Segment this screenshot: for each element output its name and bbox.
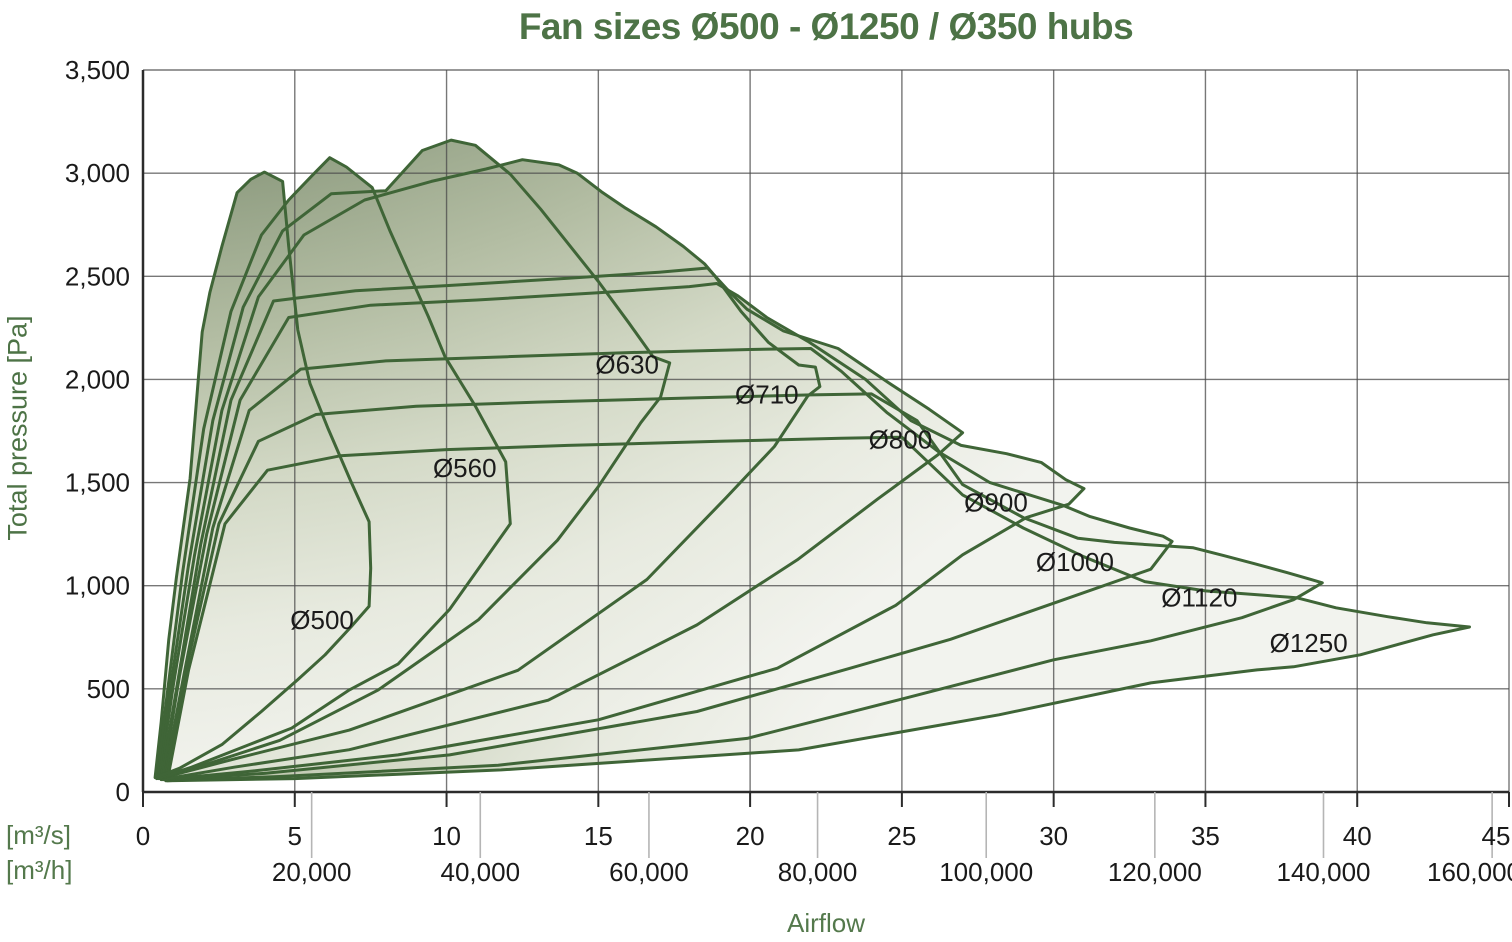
fan-envelope-outline-Ø1250 xyxy=(165,435,1471,783)
fan-labels: Ø500 Ø560 Ø630 Ø710 Ø800 Ø900 Ø1000 Ø1120 Ø1250 xyxy=(290,350,1347,658)
x-tick-m3s-40: 40 xyxy=(1343,821,1372,851)
fan-label-Ø500: Ø500 xyxy=(290,605,354,635)
fan-envelope-outline-Ø500 xyxy=(153,170,373,780)
y-tick-2500: 2,500 xyxy=(65,261,130,291)
fan-envelope-outline-Ø1120 xyxy=(164,392,1324,783)
fan-envelope-outline-Ø1000 xyxy=(162,347,1174,782)
y-tick-500: 500 xyxy=(87,674,130,704)
x-tick-m3h-160,000: 160,000 xyxy=(1427,857,1512,887)
fan-envelope-outline-Ø800 xyxy=(159,266,965,782)
axis-ticks xyxy=(142,792,1510,858)
x-tick-m3h-60,000: 60,000 xyxy=(609,857,689,887)
y-tick-3500: 3,500 xyxy=(65,55,130,85)
fan-envelope-outline-Ø560 xyxy=(155,156,512,781)
tick-labels: 0 500 1,000 1,500 2,000 2,500 3,000 3,500 0 5 10 15… xyxy=(65,55,1512,887)
y-tick-2000: 2,000 xyxy=(65,364,130,394)
x-axis-title: Airflow xyxy=(786,908,865,938)
axes xyxy=(141,70,1509,794)
fan-label-Ø900: Ø900 xyxy=(964,488,1028,518)
fan-label-Ø1000: Ø1000 xyxy=(1036,547,1114,577)
x-tick-m3s-5: 5 xyxy=(288,821,302,851)
fan-envelopes-fills xyxy=(155,140,1470,781)
fan-label-Ø710: Ø710 xyxy=(735,379,799,409)
fan-envelope-outline-Ø630 xyxy=(156,138,672,781)
x-tick-m3s-45: 45 xyxy=(1482,821,1511,851)
y-tick-0: 0 xyxy=(116,777,130,807)
x-tick-m3s-35: 35 xyxy=(1191,821,1220,851)
x-tick-m3h-120,000: 120,000 xyxy=(1108,857,1202,887)
x-tick-m3s-15: 15 xyxy=(584,821,613,851)
x-tick-m3s-0: 0 xyxy=(136,821,150,851)
y-axis-title: Total pressure [Pa] xyxy=(2,315,33,541)
fan-envelope-outline-Ø900 xyxy=(161,282,1086,782)
x-tick-m3s-25: 25 xyxy=(887,821,916,851)
chart-title: Fan sizes Ø500 - Ø1250 / Ø350 hubs xyxy=(518,6,1134,47)
y-tick-1000: 1,000 xyxy=(65,571,130,601)
fan-envelope-outline-Ø710 xyxy=(158,158,822,781)
x-tick-m3h-20,000: 20,000 xyxy=(272,857,352,887)
x-tick-m3s-10: 10 xyxy=(432,821,461,851)
fan-label-Ø1120: Ø1120 xyxy=(1161,583,1237,613)
x-tick-m3h-40,000: 40,000 xyxy=(441,857,521,887)
x-tick-m3h-100,000: 100,000 xyxy=(939,857,1033,887)
x-tick-m3h-80,000: 80,000 xyxy=(778,857,858,887)
fan-label-Ø800: Ø800 xyxy=(869,425,933,455)
x-axis-unit-m3h: [m³/h] xyxy=(6,855,73,885)
x-tick-m3s-30: 30 xyxy=(1039,821,1068,851)
x-axis-unit-m3s: [m³/s] xyxy=(6,820,71,850)
fan-label-Ø1250: Ø1250 xyxy=(1270,628,1348,658)
fan-label-Ø560: Ø560 xyxy=(433,453,497,483)
fan-envelopes-outlines xyxy=(153,138,1471,783)
y-tick-1500: 1,500 xyxy=(65,468,130,498)
x-tick-m3s-20: 20 xyxy=(736,821,765,851)
y-tick-3000: 3,000 xyxy=(65,158,130,188)
x-tick-m3h-140,000: 140,000 xyxy=(1277,857,1371,887)
fan-label-Ø630: Ø630 xyxy=(595,350,659,380)
